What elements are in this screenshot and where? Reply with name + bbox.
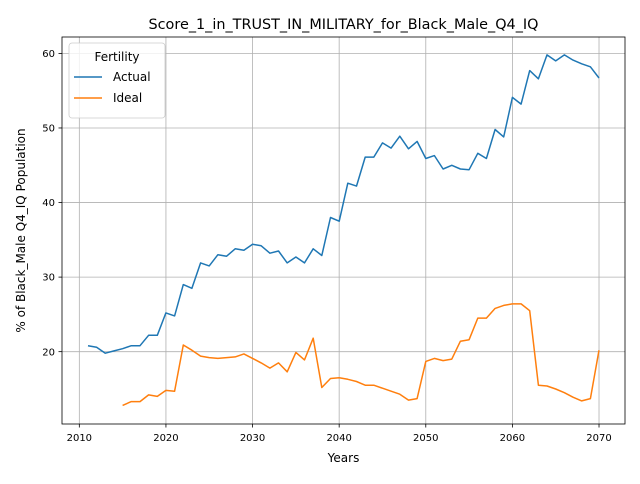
x-tick-label: 2040	[326, 433, 351, 444]
plot-frame	[61, 36, 626, 425]
x-tick-label: 2060	[500, 433, 525, 444]
legend-title: Fertility	[94, 50, 139, 64]
x-tick-label: 2020	[153, 433, 178, 444]
legend-label-actual: Actual	[113, 70, 151, 84]
x-tick-label: 2030	[240, 433, 265, 444]
y-tick-label: 50	[42, 124, 55, 135]
y-axis-ticks: 20 30 40 50 60	[42, 49, 62, 358]
chart-title: Score_1_in_TRUST_IN_MILITARY_for_Black_M…	[149, 17, 539, 33]
series-line-actual	[87, 54, 600, 354]
x-tick-label: 2050	[413, 433, 438, 444]
y-axis-label: % of Black_Male Q4_IQ Population	[14, 128, 28, 332]
y-tick-label: 40	[42, 198, 55, 209]
x-axis-label: Years	[327, 451, 360, 465]
y-tick-label: 30	[42, 273, 55, 284]
y-tick-label: 20	[42, 347, 55, 358]
legend: Fertility Actual Ideal	[68, 42, 166, 119]
x-tick-label: 2010	[67, 433, 92, 444]
series-lines	[87, 54, 600, 407]
x-tick-label: 2070	[586, 433, 611, 444]
series-line-ideal	[122, 303, 600, 407]
x-axis-ticks: 2010 2020 2030 2040 2050 2060 2070	[67, 424, 612, 444]
y-tick-label: 60	[42, 49, 55, 60]
legend-box	[68, 42, 166, 119]
legend-label-ideal: Ideal	[113, 91, 142, 105]
